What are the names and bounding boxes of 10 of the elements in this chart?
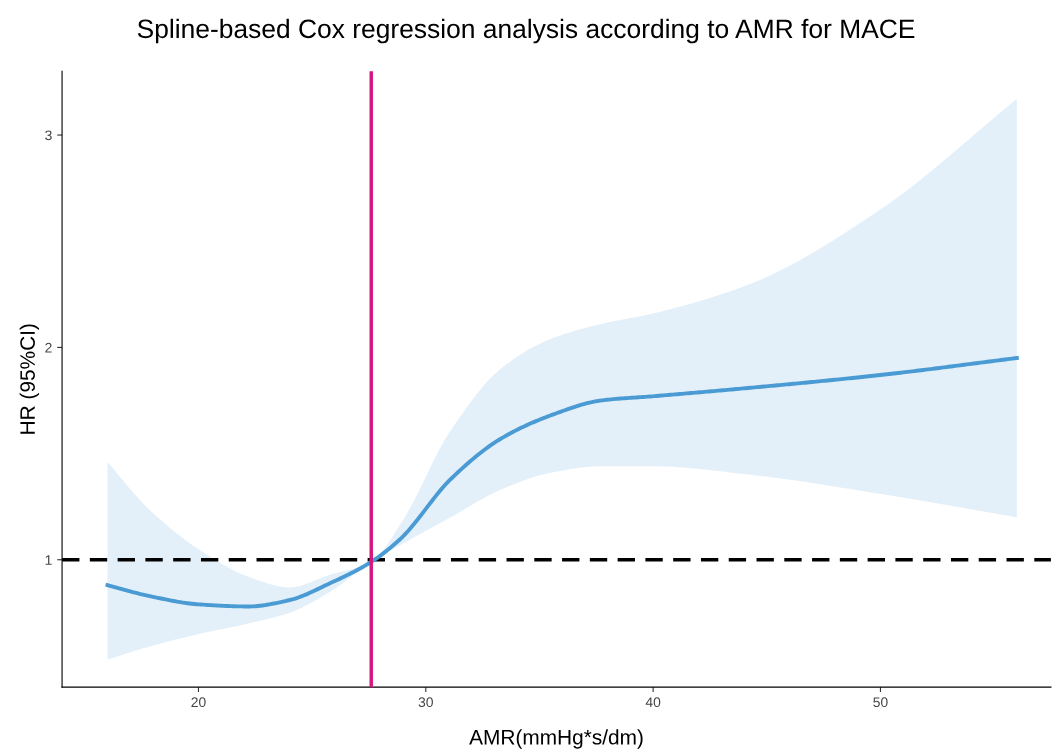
y-tick-label: 1 [45, 555, 52, 565]
x-tick-label: 30 [418, 697, 433, 708]
y-axis-title: HR (95%CI) [19, 324, 40, 434]
x-tick-label: 40 [645, 697, 661, 708]
y-tick-label: 2 [45, 342, 52, 353]
y-tick-label: 3 [45, 130, 52, 141]
x-tick-label: 20 [191, 697, 206, 708]
chart-title: Spline-based Cox regression analysis according to AMR for MACE [137, 18, 915, 44]
x-tick-label: 50 [873, 697, 888, 708]
x-axis-title: AMR(mmHg*s/dm) [469, 729, 643, 749]
